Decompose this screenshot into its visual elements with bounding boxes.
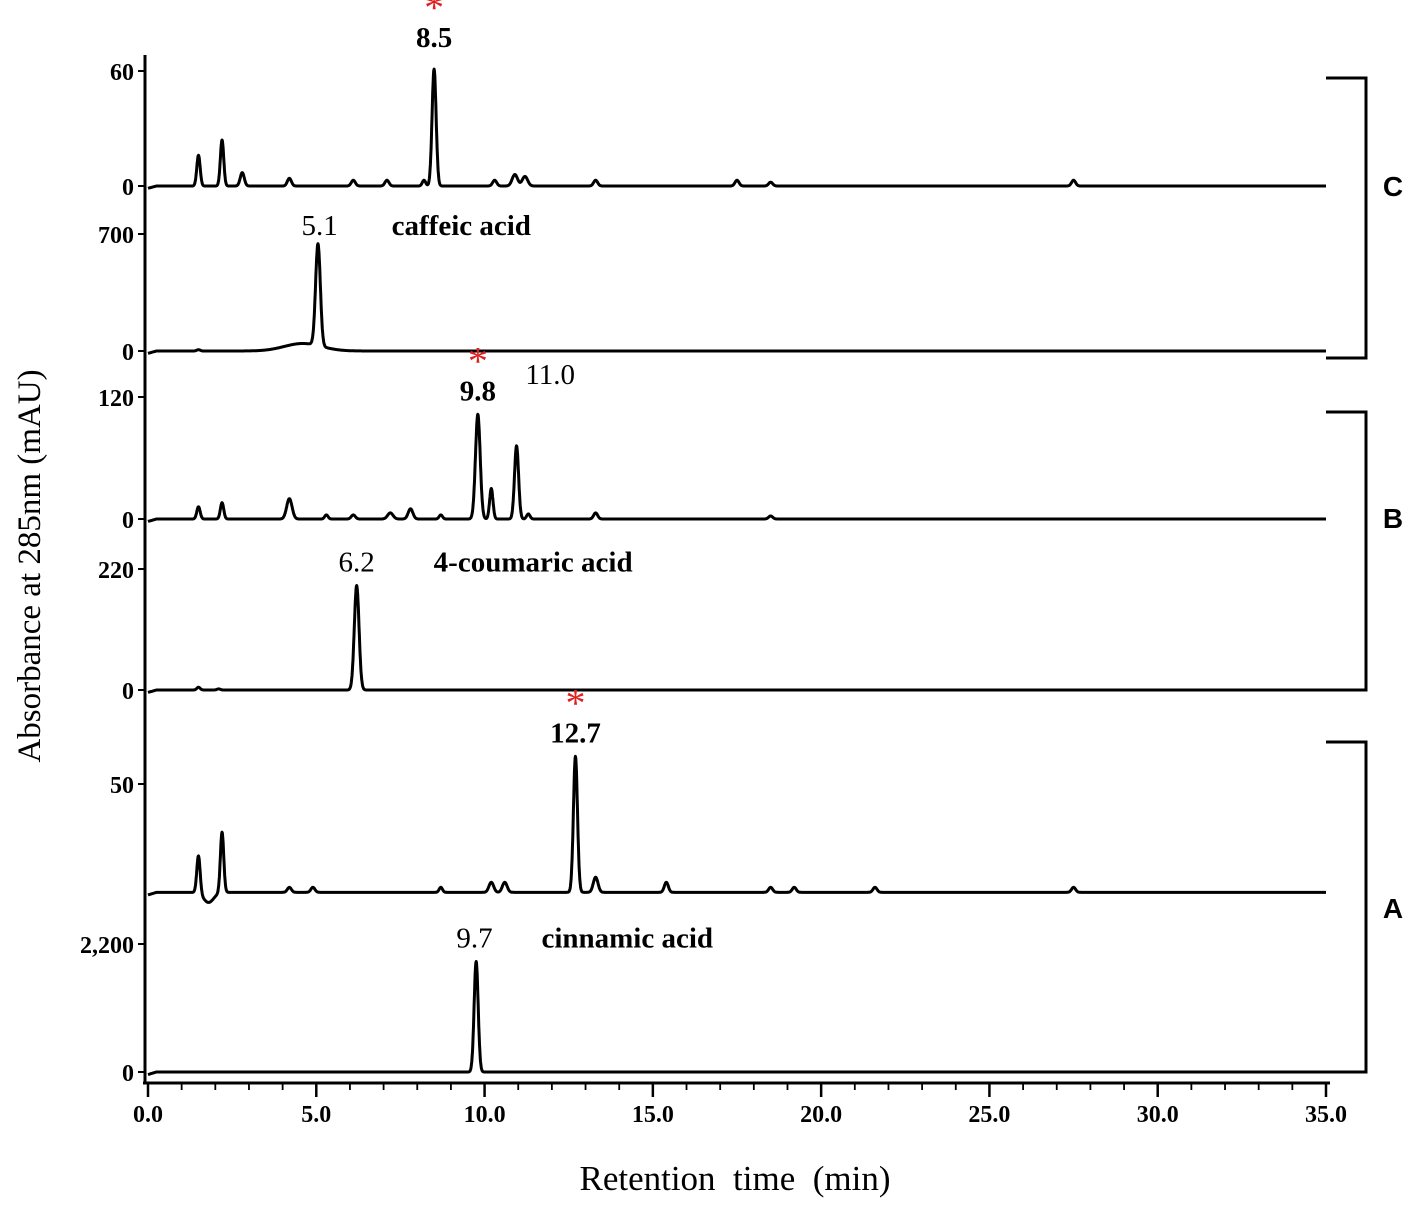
x-tick-label: 25.0	[968, 1102, 1010, 1128]
traces	[146, 67, 1328, 1077]
y-tick-label: 2,200	[80, 933, 134, 959]
significance-star: *	[424, 0, 444, 30]
significance-star: *	[565, 680, 585, 725]
y-tick-label: 120	[98, 386, 134, 412]
y-tick-label: 50	[110, 773, 134, 799]
compound-name-label: caffeic acid	[392, 210, 531, 242]
y-tick-label: 60	[110, 60, 134, 86]
peak-label: 9.8	[460, 375, 496, 407]
group-bracket	[1326, 740, 1368, 1074]
y-tick-label: 0	[122, 340, 134, 366]
trace-B-standard	[146, 584, 1328, 694]
x-axis-title: Retention time (min)	[579, 1159, 890, 1198]
group-label: B	[1383, 503, 1403, 534]
axes: 0.0 5.0 10.0 15.0 20.0 25.0 30.0 35.0 0 60 0 700 0 12…	[80, 55, 1347, 1128]
x-tick-label: 20.0	[800, 1102, 842, 1128]
trace-C-standard	[146, 242, 1328, 355]
peak-label: 6.2	[339, 547, 375, 579]
y-tick-label: 0	[122, 175, 134, 201]
peak-label: 9.7	[456, 922, 492, 954]
trace-A-sample	[146, 754, 1328, 904]
group-label: A	[1383, 893, 1403, 924]
y-axis-title: Absorbance at 285nm (mAU)	[12, 369, 48, 762]
compound-name-label: 4-coumaric acid	[434, 547, 633, 579]
y-tick-label: 0	[122, 1061, 134, 1087]
x-tick-label: 30.0	[1137, 1102, 1179, 1128]
compound-name-label: cinnamic acid	[541, 922, 713, 954]
trace-A-standard	[146, 960, 1328, 1077]
trace-C-sample	[146, 67, 1328, 190]
trace-B-sample	[146, 412, 1328, 523]
group-label: C	[1383, 171, 1403, 202]
x-tick-label: 5.0	[301, 1102, 331, 1128]
peak-label: 8.5	[416, 22, 452, 54]
y-tick-label: 0	[122, 508, 134, 534]
group-bracket	[1326, 410, 1368, 692]
peak-label: 11.0	[525, 359, 575, 391]
x-tick-label: 0.0	[133, 1102, 163, 1128]
group-bracket	[1326, 76, 1368, 360]
x-tick-label: 35.0	[1305, 1102, 1347, 1128]
y-tick-label: 700	[98, 223, 134, 249]
x-tick-label: 10.0	[464, 1102, 506, 1128]
x-tick-label: 15.0	[632, 1102, 674, 1128]
y-tick-label: 0	[122, 679, 134, 705]
peak-label: 5.1	[302, 210, 338, 242]
significance-star: *	[468, 338, 488, 383]
peak-label: 12.7	[550, 717, 601, 749]
y-tick-label: 220	[98, 558, 134, 584]
group-brackets: C B A	[1326, 76, 1403, 1074]
